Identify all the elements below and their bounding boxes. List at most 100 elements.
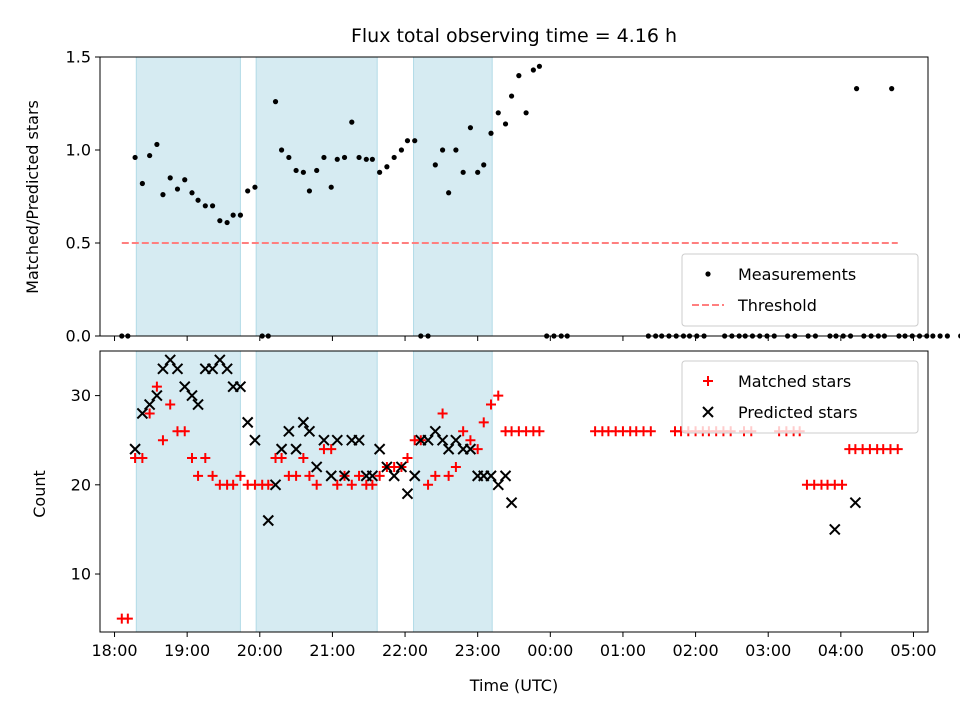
- matched-stars-point: [354, 470, 365, 481]
- predicted-stars-point: [171, 363, 184, 375]
- matched-stars-point: [193, 470, 204, 481]
- predicted-stars-point: [338, 470, 351, 482]
- predicted-stars-point: [353, 434, 365, 446]
- matched-stars-point: [430, 470, 441, 481]
- measurement-point: [306, 188, 313, 194]
- predicted-stars-point: [290, 443, 302, 455]
- predicted-stars-point: [388, 470, 400, 482]
- measurement-point: [432, 162, 438, 168]
- predicted-stars-point: [249, 434, 261, 446]
- matched-stars-point: [472, 444, 483, 455]
- predicted-stars-point: [829, 523, 841, 536]
- top-panel: 0.0 0.5 1.0 1.5 Matched/Predicted stars Mea…: [23, 48, 960, 346]
- predicted-stars-point: [485, 470, 497, 482]
- top-observing-window: [413, 56, 493, 337]
- top-y-axis-label: Matched/Predicted stars: [23, 100, 42, 294]
- x-tick-label: 21:00: [309, 641, 355, 660]
- matched-stars-point: [291, 470, 302, 481]
- matched-stars-point: [228, 479, 239, 490]
- predicted-stars-point: [269, 479, 282, 491]
- bottom-observing-window: [255, 350, 378, 633]
- predicted-stars-point: [366, 470, 379, 482]
- predicted-stars-point: [206, 363, 219, 375]
- top-observing-window: [135, 56, 241, 337]
- matched-stars-point: [207, 470, 218, 481]
- top-y-tick-label: 1.0: [66, 141, 91, 160]
- legend-label: Predicted stars: [738, 403, 858, 422]
- predicted-stars-point: [401, 488, 414, 500]
- predicted-stars-point: [409, 470, 421, 482]
- measurement-point: [286, 154, 292, 161]
- measurement-point: [300, 169, 306, 175]
- measurement-point: [314, 167, 320, 174]
- matched-stars-point: [151, 381, 162, 392]
- matched-stars-point: [402, 453, 413, 464]
- predicted-stars-point: [164, 354, 176, 366]
- predicted-stars-point: [214, 354, 226, 366]
- measurement-point: [439, 147, 446, 153]
- measurement-point: [334, 156, 340, 162]
- matched-stars-point: [493, 390, 504, 401]
- measurement-point: [328, 184, 334, 190]
- matched-stars-point: [346, 479, 357, 490]
- top-y-tick-label: 0.0: [66, 327, 91, 346]
- measurement-point: [245, 188, 251, 194]
- predicted-stars-point: [179, 380, 191, 393]
- x-tick-label: 01:00: [600, 641, 646, 660]
- x-tick-label: 02:00: [673, 641, 719, 660]
- measurement-point: [508, 93, 515, 99]
- matched-stars-point: [534, 426, 545, 437]
- legend-predicted-swatch: [702, 406, 714, 418]
- x-tick-label: 19:00: [164, 641, 210, 660]
- predicted-stars-point: [422, 434, 434, 446]
- measurement-point: [356, 154, 362, 161]
- x-tick-label: 18:00: [91, 641, 137, 660]
- predicted-stars-point: [151, 389, 163, 402]
- legend-label: Matched stars: [738, 372, 851, 391]
- matched-stars-point: [276, 453, 287, 464]
- matched-stars-point: [122, 613, 133, 624]
- top-axes-frame: [99, 56, 929, 337]
- measurement-point: [536, 63, 543, 69]
- matched-stars-point: [374, 470, 385, 481]
- measurement-point: [502, 121, 509, 127]
- measurement-point: [930, 333, 936, 339]
- x-tick-label: 03:00: [745, 641, 791, 660]
- matched-stars-point: [332, 479, 343, 490]
- predicted-stars-point: [442, 443, 455, 455]
- matched-stars-point: [179, 426, 190, 437]
- measurement-point: [182, 177, 188, 183]
- measurement-point: [167, 175, 173, 181]
- matched-stars-point: [137, 453, 148, 464]
- predicted-stars-point: [436, 434, 449, 446]
- predicted-stars-point: [499, 470, 512, 482]
- predicted-stars-point: [310, 461, 323, 473]
- predicted-stars-point: [849, 496, 862, 509]
- bottom-axes-frame: [99, 350, 929, 633]
- predicted-stars-point: [381, 461, 393, 473]
- measurement-point: [278, 147, 285, 153]
- matched-stars-point: [443, 470, 454, 481]
- measurement-point: [523, 110, 529, 116]
- matched-stars-point: [458, 426, 469, 437]
- measurement-point: [160, 192, 166, 198]
- measurement-point: [516, 73, 522, 79]
- predicted-stars-point: [241, 416, 254, 429]
- matched-stars-point: [298, 453, 309, 464]
- predicted-stars-point: [129, 443, 141, 455]
- measurement-point: [530, 67, 536, 73]
- x-tick-label: 00:00: [527, 641, 573, 660]
- predicted-stars-point: [303, 425, 316, 437]
- predicted-stars-point: [505, 496, 518, 509]
- measurement-point: [154, 141, 160, 148]
- top-observing-window: [255, 56, 378, 337]
- bottom-y-tick-label: 10: [71, 565, 91, 584]
- matched-stars-point: [478, 417, 489, 428]
- x-tick-label: 05:00: [890, 641, 936, 660]
- top-y-tick-label: 0.5: [66, 234, 91, 253]
- chart-title: Flux total observing time = 4.16 h: [351, 25, 677, 47]
- predicted-stars-point: [297, 416, 310, 429]
- matched-stars-point: [837, 479, 848, 490]
- predicted-stars-point: [275, 443, 288, 455]
